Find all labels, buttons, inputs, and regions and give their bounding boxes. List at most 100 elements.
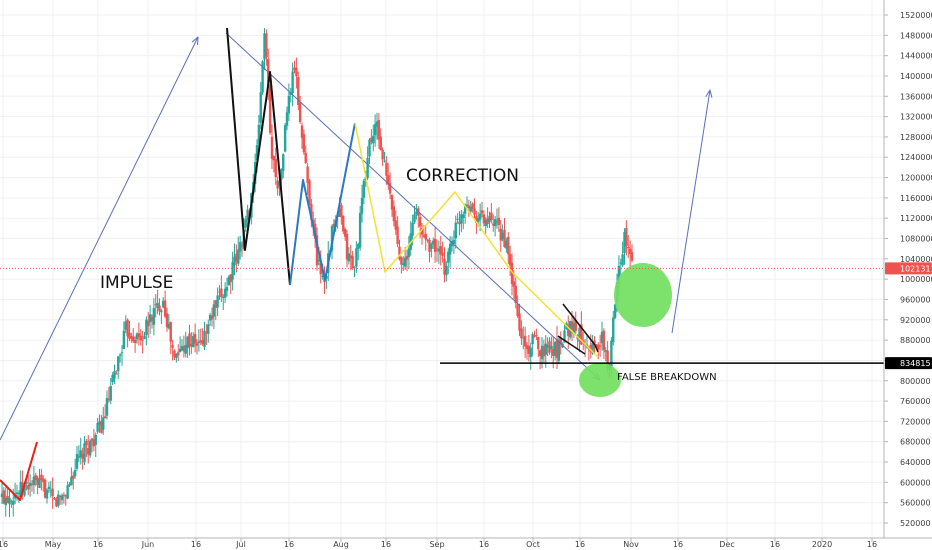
grid-horizontal [0, 14, 884, 524]
candle-body [542, 346, 546, 357]
price-tick-label: 720000 [900, 417, 931, 426]
candle-body [454, 222, 457, 239]
time-tick-label: Jul [235, 540, 246, 549]
candle-body [276, 180, 279, 189]
candle-body [12, 500, 15, 505]
impulse-arrow [0, 36, 199, 441]
candle-body [570, 321, 574, 330]
candle-body [578, 327, 581, 342]
candle-body [533, 335, 536, 337]
candle-body [628, 248, 632, 254]
candle-body [231, 262, 234, 280]
price-tick-label: 920000 [900, 316, 931, 325]
candle-body [462, 214, 465, 219]
candle-body [17, 493, 21, 495]
candle-body [6, 495, 9, 503]
time-tick-label: 16 [575, 540, 585, 549]
candle-body [55, 499, 58, 507]
candle-body [595, 344, 598, 348]
candle-body [147, 320, 150, 327]
candle-body [353, 267, 356, 269]
price-tick-label: 600000 [900, 478, 931, 487]
candle-body [143, 335, 146, 339]
price-tick-label: 1320000 [900, 113, 932, 122]
candle-body [188, 333, 191, 348]
time-tick-label: Oct [526, 540, 540, 549]
candle-body [405, 255, 409, 260]
candle-body [113, 370, 116, 379]
candle-body [355, 248, 358, 267]
price-tick-label: 1440000 [900, 52, 932, 61]
candle-body [218, 291, 221, 293]
candle-body [171, 344, 174, 348]
price-tick-label: 1160000 [900, 194, 932, 203]
price-tick-label: 1360000 [900, 92, 932, 101]
candle-body [514, 285, 517, 304]
correction-label: CORRECTION [406, 166, 519, 186]
candle-body [227, 276, 231, 285]
candle-body [103, 416, 107, 419]
candle-body [118, 354, 122, 356]
candle-body [486, 218, 489, 224]
candle-body [392, 206, 396, 222]
false-breakdown-label: FALSE BREAKDOWN [617, 372, 717, 383]
candle-body [546, 345, 549, 348]
candle-body [441, 252, 444, 256]
candle-body [501, 232, 504, 240]
candle-body [244, 219, 247, 228]
candle-body [83, 443, 86, 463]
candle-body [190, 343, 193, 346]
candle-body [291, 71, 294, 94]
candle-body [445, 265, 448, 276]
time-tick-label: 16 [770, 540, 780, 549]
candle-body [490, 212, 493, 221]
candle-body [173, 350, 176, 358]
candle-body [473, 208, 476, 215]
candle-body [362, 180, 366, 198]
candle-body [619, 262, 622, 264]
candle-body [540, 345, 544, 360]
candle-body [357, 244, 360, 249]
candle-body [96, 423, 99, 432]
candle-body [186, 336, 189, 349]
candle-body [282, 154, 285, 171]
time-tick-label: 16 [93, 540, 103, 549]
candle-body [2, 490, 6, 504]
candle-body [75, 454, 79, 469]
candle-body [203, 330, 206, 348]
candle-body [602, 330, 606, 351]
time-axis[interactable]: 16 May 16 Jun 16 Jul 16 Aug 16 Sep 16 Oct 16 Nov 16 Dec… [0, 537, 932, 549]
candle-body [180, 345, 184, 351]
candle-body [388, 183, 392, 194]
price-tick-label: 1040000 [900, 255, 932, 264]
candle-body [310, 204, 313, 220]
candle-body [430, 244, 433, 249]
candle-body [589, 344, 592, 352]
candle-body [550, 345, 553, 349]
candle-body [169, 322, 172, 342]
candle-body [162, 300, 165, 308]
candle-body [267, 58, 270, 88]
candle-body [193, 333, 197, 344]
candle-body [385, 162, 388, 176]
candle-body [156, 302, 159, 309]
candle-body [383, 160, 386, 162]
candle-body [64, 495, 67, 497]
time-tick-label: May [45, 540, 62, 549]
candle-body [548, 341, 551, 353]
candle-body [467, 205, 471, 209]
candle-body [368, 139, 371, 157]
projection-arrow-head [705, 89, 713, 98]
candle-body [507, 236, 510, 255]
candle-body [529, 347, 532, 358]
candle-body [207, 324, 210, 334]
candle-body [319, 262, 322, 275]
candle-body [265, 33, 268, 58]
candle-body [160, 310, 163, 313]
price-tick-label: 520000 [900, 519, 931, 528]
candle-body [432, 240, 435, 245]
time-tick-label: 16 [673, 540, 683, 549]
time-tick-label: Sep [429, 540, 444, 549]
candle-body [148, 314, 152, 323]
